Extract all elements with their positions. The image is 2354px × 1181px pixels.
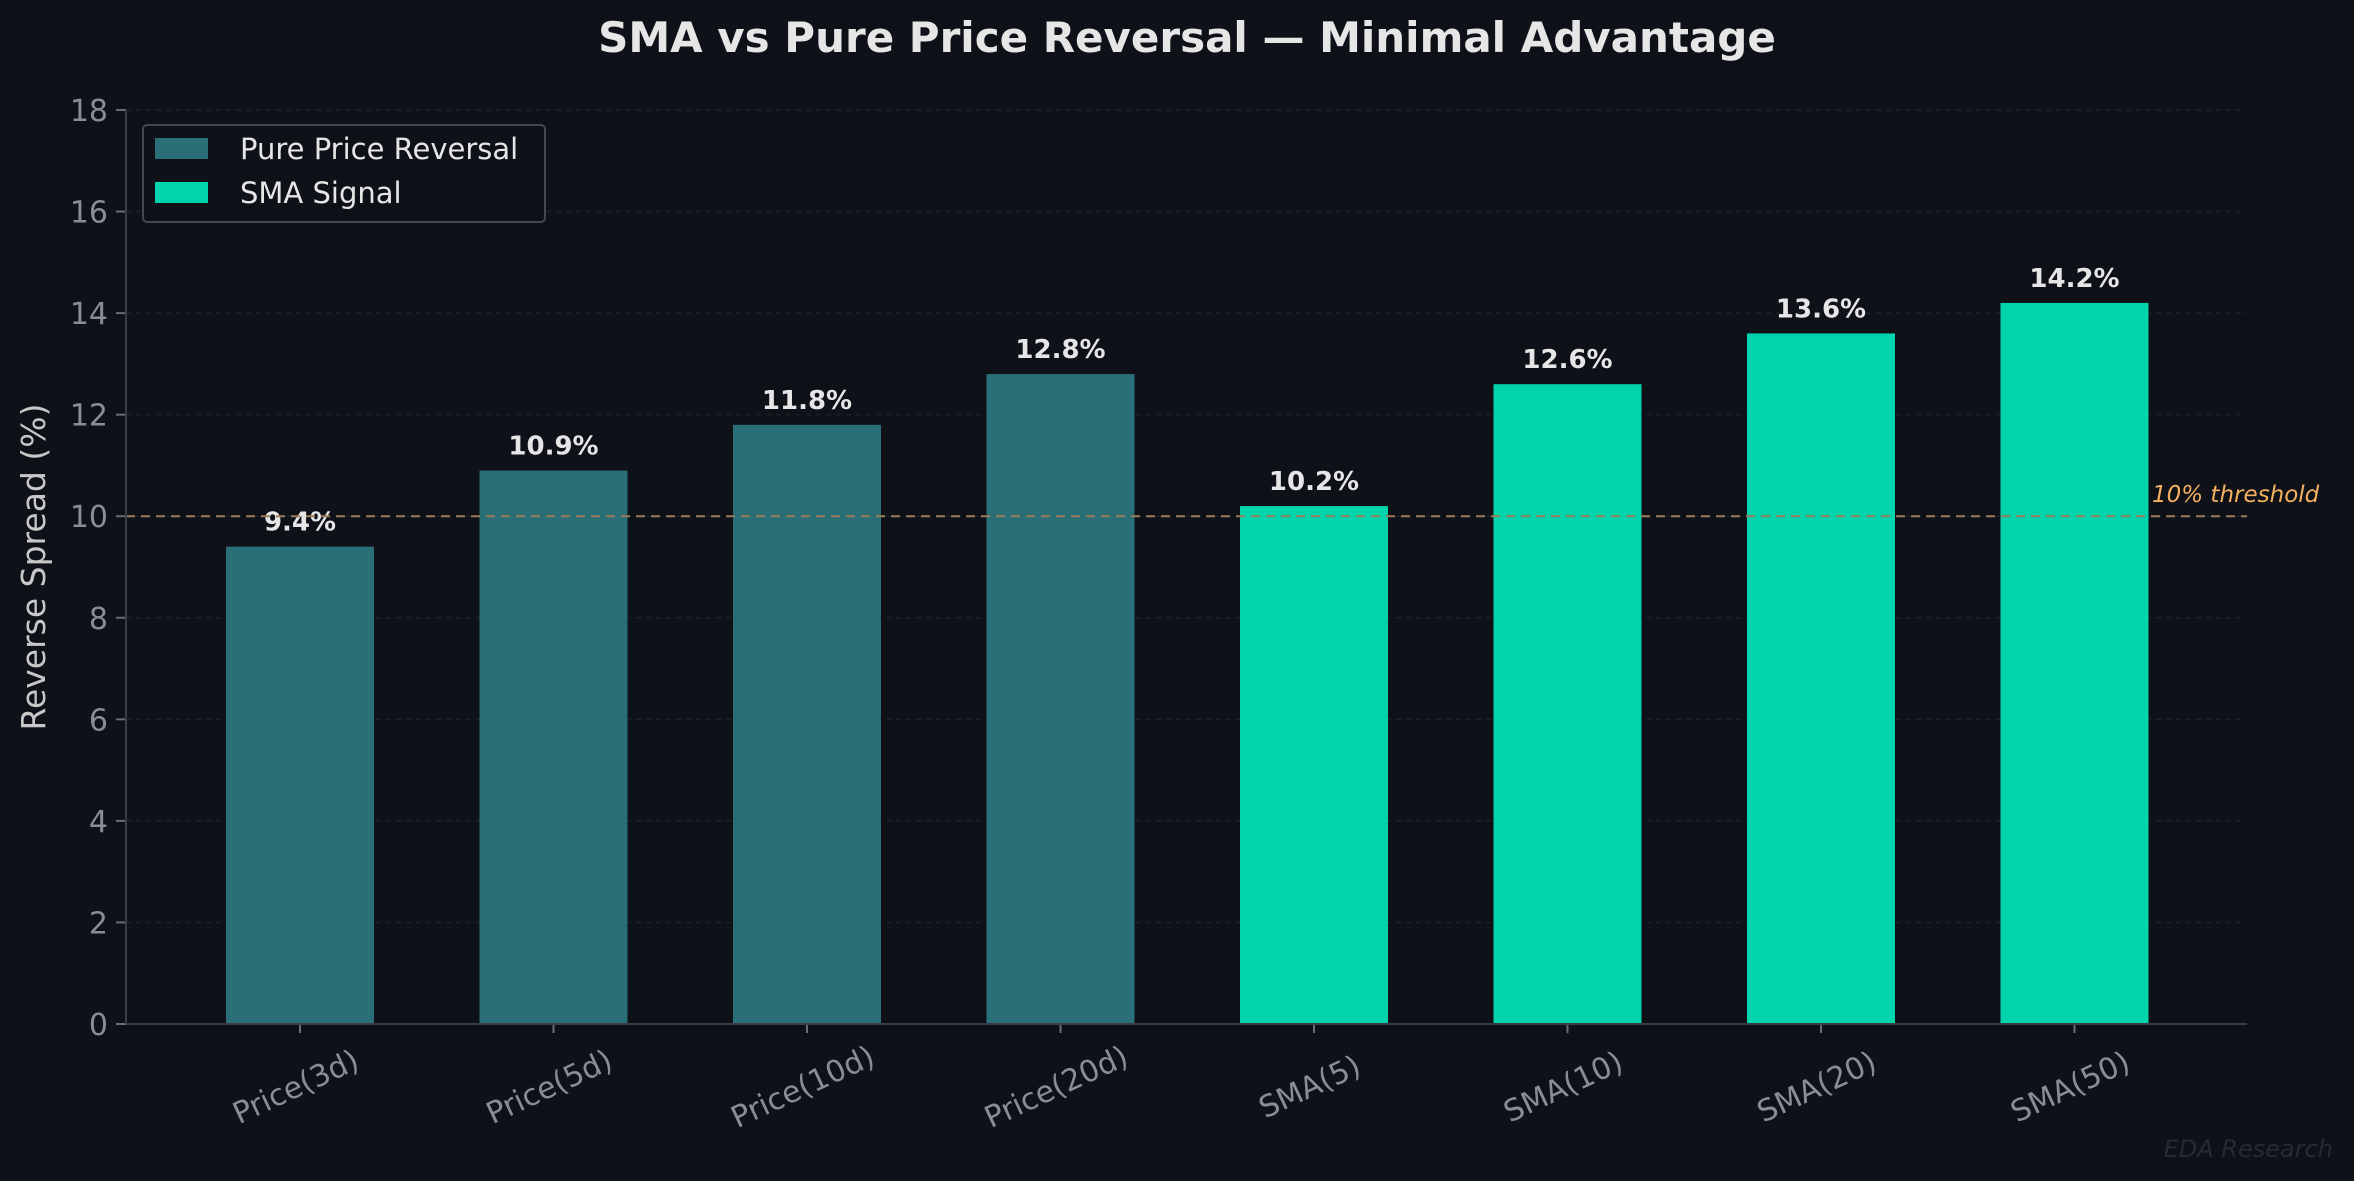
legend-label-price: Pure Price Reversal [240,132,518,166]
x-tick-label: Price(3d) [228,1043,365,1132]
bar-sma50 [2000,302,2149,1024]
y-tick-label: 12 [70,399,108,434]
data-label: 14.2% [2029,264,2119,294]
y-tick-label: 18 [70,94,108,129]
data-label: 10.9% [508,432,598,462]
y-axis-label: Reverse Spread (%) [14,404,53,731]
chart-title: SMA vs Pure Price Reversal — Minimal Adv… [598,13,1776,62]
data-label: 13.6% [1776,294,1866,324]
x-tick-label: SMA(5) [1254,1049,1367,1126]
y-tick-label: 2 [89,906,108,941]
y-tick-label: 4 [89,805,108,840]
bars: 9.4% 10.9% 11.8% 12.8% 10.2% 12.6% 13.6% 14.2% [226,264,2149,1025]
bar-sma10 [1493,384,1642,1024]
y-tick-label: 16 [70,196,108,231]
legend-swatch-sma [155,182,208,203]
legend-label-sma: SMA Signal [240,176,402,210]
legend-swatch-price [155,138,208,159]
bar-price3d [226,546,374,1024]
bar-sma5 [1240,506,1388,1025]
y-tick-label: 6 [89,703,108,738]
x-tick-label: Price(10d) [726,1039,880,1136]
y-tick-label: 14 [70,297,108,332]
legend-box [142,124,546,223]
bar-price5d [479,470,628,1024]
y-tick-label: 10 [70,500,108,535]
y-tick-label: 0 [89,1008,108,1043]
x-tick-label: SMA(10) [1499,1045,1629,1130]
data-label: 9.4% [264,508,336,538]
x-tick-label: SMA(20) [1752,1045,1882,1130]
data-label: 12.6% [1522,345,1612,375]
data-label: 11.8% [762,386,852,416]
x-tick-label: Price(20d) [979,1039,1133,1136]
data-label: 12.8% [1015,335,1105,365]
data-label: 10.2% [1269,467,1359,497]
y-tick-label: 8 [89,602,108,637]
bar-sma20 [1747,333,1895,1024]
legend: Pure Price Reversal SMA Signal [142,124,546,223]
watermark: EDA Research [2164,1135,2333,1163]
x-axis: Price(3d) Price(5d) Price(10d) Price(20d) SM… [228,1024,2136,1136]
x-tick-label: SMA(50) [2006,1045,2136,1130]
bar-price10d [733,424,881,1024]
threshold-line: 10% threshold [126,482,2320,518]
y-axis: 0 2 4 6 8 10 12 14 16 18 [70,94,126,1043]
bar-price20d [986,374,1135,1024]
x-tick-label: Price(5d) [481,1043,618,1132]
threshold-label: 10% threshold [2152,482,2320,508]
